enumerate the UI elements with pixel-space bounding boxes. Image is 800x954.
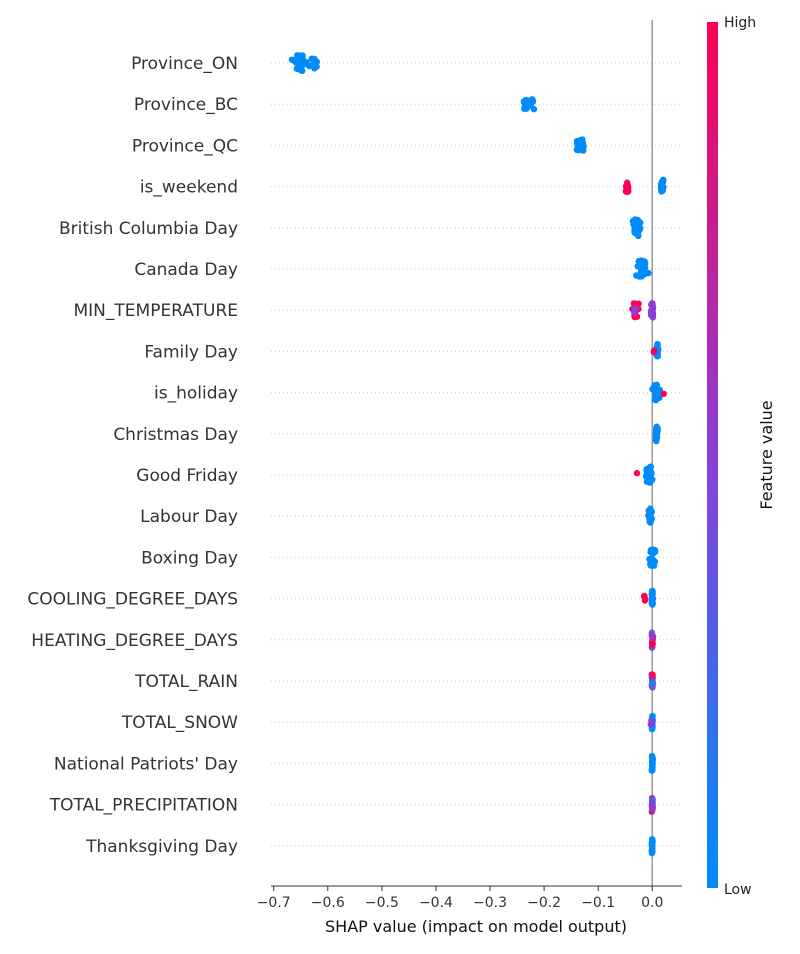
colorbar-high-label: High <box>724 15 756 31</box>
shap-point <box>623 188 631 195</box>
shap-point <box>649 671 656 678</box>
shap-point <box>653 427 660 434</box>
colorbar-low-label: Low <box>724 882 752 898</box>
feature-label: is_weekend <box>140 178 238 198</box>
shap-point <box>633 469 641 477</box>
feature-label: TOTAL_PRECIPITATION <box>49 796 238 816</box>
feature-label: COOLING_DEGREE_DAYS <box>27 590 238 610</box>
shap-point <box>649 678 656 686</box>
shap-point <box>649 805 656 813</box>
shap-point <box>648 849 656 857</box>
shap-point <box>639 266 647 273</box>
shap-point <box>303 60 310 68</box>
shap-point <box>648 477 655 484</box>
shap-point <box>648 752 656 760</box>
colorbar-title: Feature value <box>757 400 776 509</box>
shap-point <box>308 55 315 63</box>
shap-point <box>647 471 655 478</box>
x-tick-label: −0.1 <box>581 895 615 911</box>
shap-points <box>288 52 667 857</box>
x-axis-ticks: −0.7 −0.6 −0.5 −0.4 −0.3 −0.2 −0.1 0.0 <box>257 886 663 911</box>
shap-point <box>648 766 656 774</box>
x-tick-label: −0.5 <box>365 895 399 911</box>
shap-point <box>648 759 656 766</box>
shap-point <box>649 310 657 317</box>
feature-label: British Columbia Day <box>59 219 238 239</box>
shap-point <box>653 381 660 389</box>
shap-point <box>647 508 654 515</box>
shap-point <box>647 562 654 569</box>
shap-point <box>648 600 656 607</box>
feature-label: Province_ON <box>131 54 238 74</box>
shap-point <box>648 549 655 556</box>
shap-point <box>650 348 657 356</box>
shap-point <box>654 393 661 401</box>
shap-point <box>648 717 655 725</box>
shap-point <box>577 138 585 146</box>
shap-point <box>631 309 638 316</box>
shap-point <box>636 273 644 280</box>
x-tick-label: −0.4 <box>419 895 453 911</box>
feature-label: Province_QC <box>132 136 238 156</box>
feature-label: Family Day <box>144 342 238 362</box>
shap-point <box>648 641 656 648</box>
shap-point <box>313 58 321 66</box>
feature-label: Labour Day <box>140 507 238 527</box>
feature-label: Thanksgiving Day <box>85 837 238 857</box>
shap-point <box>658 188 665 195</box>
feature-label: TOTAL_SNOW <box>121 713 238 733</box>
feature-label: National Patriots' Day <box>54 754 238 774</box>
shap-point <box>299 67 306 75</box>
x-tick-label: 0.0 <box>641 895 663 911</box>
shap-point <box>641 260 648 267</box>
x-tick-label: −0.2 <box>527 895 561 911</box>
row-guide-lines <box>271 62 682 847</box>
feature-label: MIN_TEMPERATURE <box>74 301 239 321</box>
shap-point <box>649 800 656 807</box>
feature-label: Province_BC <box>134 95 238 115</box>
shap-point <box>293 55 300 63</box>
shap-point <box>658 179 666 187</box>
shap-point <box>646 517 653 524</box>
colorbar-gradient <box>707 22 718 888</box>
shap-point <box>528 96 536 103</box>
feature-label: is_holiday <box>154 384 238 404</box>
feature-labels: Province_ON Province_BC Province_QC is_week… <box>27 54 238 857</box>
shap-point <box>624 182 632 189</box>
x-axis: −0.7 −0.6 −0.5 −0.4 −0.3 −0.2 −0.1 0.0 SHAP val… <box>257 885 682 936</box>
x-tick-label: −0.3 <box>473 895 507 911</box>
feature-label: HEATING_DEGREE_DAYS <box>31 631 238 651</box>
x-axis-title: SHAP value (impact on model output) <box>325 917 627 936</box>
feature-label: Christmas Day <box>113 425 238 445</box>
shap-point <box>631 219 638 226</box>
shap-point <box>652 437 660 444</box>
shap-point <box>646 466 654 473</box>
shap-point <box>293 65 301 72</box>
x-tick-label: −0.6 <box>311 895 345 911</box>
shap-point <box>634 231 642 239</box>
feature-label: Boxing Day <box>141 548 238 568</box>
shap-point <box>640 593 648 600</box>
shap-point <box>649 838 656 845</box>
shap-point <box>579 143 586 151</box>
shap-point <box>649 634 656 641</box>
shap-point <box>660 390 667 397</box>
feature-label: Canada Day <box>134 260 238 280</box>
feature-label: Good Friday <box>136 466 238 486</box>
shap-point <box>648 591 655 598</box>
feature-label: TOTAL_RAIN <box>134 672 238 692</box>
shap-point <box>649 304 657 311</box>
x-tick-label: −0.7 <box>257 895 291 911</box>
colorbar: High Low Feature value <box>707 15 776 898</box>
